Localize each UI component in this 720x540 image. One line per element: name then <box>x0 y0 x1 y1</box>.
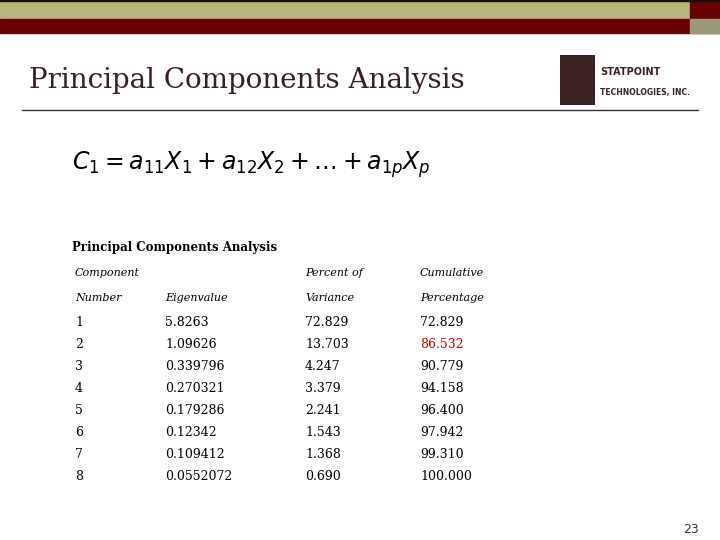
Text: Cumulative: Cumulative <box>420 268 485 278</box>
Text: Percentage: Percentage <box>420 293 484 303</box>
Text: 0.270321: 0.270321 <box>165 382 225 395</box>
Text: 1.543: 1.543 <box>305 427 341 440</box>
Text: Component: Component <box>75 268 140 278</box>
Text: 94.158: 94.158 <box>420 382 464 395</box>
Bar <box>690 19 720 33</box>
Text: 4.247: 4.247 <box>305 361 341 374</box>
Text: Variance: Variance <box>305 293 354 303</box>
Bar <box>0 0 720 1</box>
Text: 1: 1 <box>75 316 83 329</box>
Text: 3.379: 3.379 <box>305 382 341 395</box>
Text: 7: 7 <box>75 449 83 462</box>
Text: 5.8263: 5.8263 <box>165 316 209 329</box>
Text: 0.179286: 0.179286 <box>165 404 225 417</box>
Text: 0.690: 0.690 <box>305 470 341 483</box>
Text: 97.942: 97.942 <box>420 427 464 440</box>
Text: 90.779: 90.779 <box>420 361 464 374</box>
Text: 6: 6 <box>75 427 83 440</box>
Text: 1.09626: 1.09626 <box>165 339 217 352</box>
Text: 0.12342: 0.12342 <box>165 427 217 440</box>
Text: STATPOINT: STATPOINT <box>600 68 660 78</box>
Text: 4: 4 <box>75 382 83 395</box>
Text: 13.703: 13.703 <box>305 339 348 352</box>
Text: 2: 2 <box>75 339 83 352</box>
Text: 23: 23 <box>683 523 698 536</box>
Bar <box>690 1 720 19</box>
Bar <box>560 55 595 105</box>
Text: Percent of: Percent of <box>305 268 363 278</box>
Text: 72.829: 72.829 <box>305 316 348 329</box>
Text: Principal Components Analysis: Principal Components Analysis <box>72 241 277 254</box>
Text: Number: Number <box>75 293 122 303</box>
Text: 96.400: 96.400 <box>420 404 464 417</box>
Text: TECHNOLOGIES, INC.: TECHNOLOGIES, INC. <box>600 88 690 97</box>
Text: Eigenvalue: Eigenvalue <box>165 293 228 303</box>
Text: 99.310: 99.310 <box>420 449 464 462</box>
Text: 1.368: 1.368 <box>305 449 341 462</box>
Text: 2.241: 2.241 <box>305 404 341 417</box>
Text: 0.0552072: 0.0552072 <box>165 470 233 483</box>
Text: $C_1 = a_{11}X_1 + a_{12}X_2 + \ldots + a_{1p}X_p$: $C_1 = a_{11}X_1 + a_{12}X_2 + \ldots + … <box>72 150 431 180</box>
Text: 72.829: 72.829 <box>420 316 464 329</box>
Text: 0.339796: 0.339796 <box>165 361 225 374</box>
Text: 3: 3 <box>75 361 83 374</box>
Bar <box>0 19 720 33</box>
Text: 0.109412: 0.109412 <box>165 449 225 462</box>
Text: 100.000: 100.000 <box>420 470 472 483</box>
Text: 8: 8 <box>75 470 83 483</box>
Bar <box>0 1 720 19</box>
Text: Principal Components Analysis: Principal Components Analysis <box>29 66 464 93</box>
Text: 5: 5 <box>75 404 83 417</box>
Text: 86.532: 86.532 <box>420 339 464 352</box>
